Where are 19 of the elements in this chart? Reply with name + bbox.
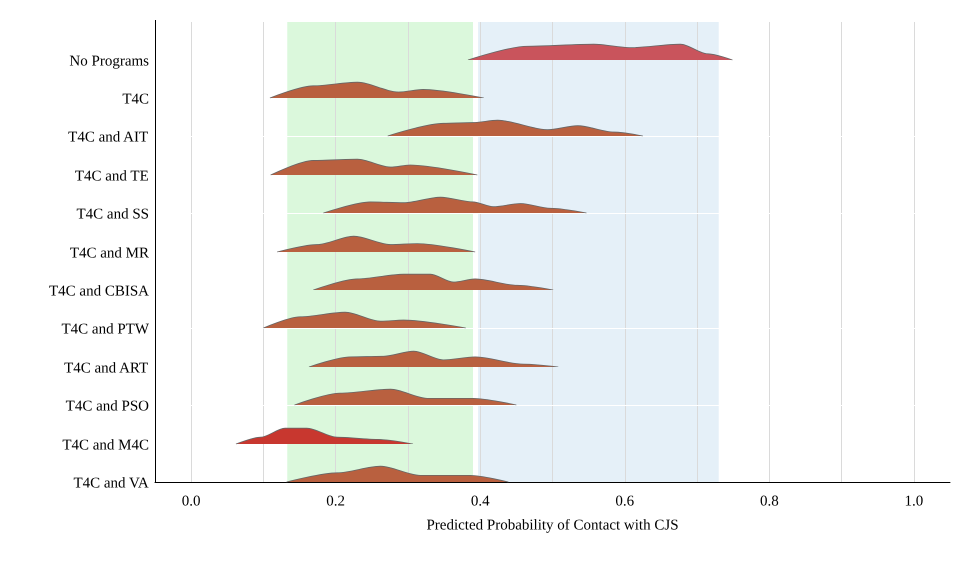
x-tick-label: 0.8 xyxy=(760,494,779,510)
x-tick-label: 0.4 xyxy=(470,494,490,510)
y-axis-title: T4C and MR xyxy=(70,245,150,262)
x-tick-label: 0.2 xyxy=(326,494,346,510)
y-axis-title: T4C and CBISA xyxy=(48,284,150,300)
y-axis-title: T4C and M4C xyxy=(62,437,150,454)
y-axis-title: T4C and SS xyxy=(76,206,150,223)
y-axis-title: T4C and TE xyxy=(74,168,149,184)
y-axis-title: No Programs xyxy=(69,53,150,70)
y-axis-title: T4C and VA xyxy=(73,476,149,492)
x-tick-label: 0.0 xyxy=(182,494,201,510)
x-axis-title: Predicted Probability of Contact with CJS xyxy=(426,518,679,534)
y-axis-title: T4C and PSO xyxy=(66,398,150,415)
y-axis-title: T4C and ART xyxy=(64,360,148,376)
x-tick-label: 1.0 xyxy=(904,494,924,510)
x-tick-label: 0.6 xyxy=(615,494,635,510)
y-axis-title: T4C and PTW xyxy=(62,322,150,338)
y-axis-title: T4C and AIT xyxy=(68,130,148,146)
y-axis-title: T4C xyxy=(122,92,150,108)
